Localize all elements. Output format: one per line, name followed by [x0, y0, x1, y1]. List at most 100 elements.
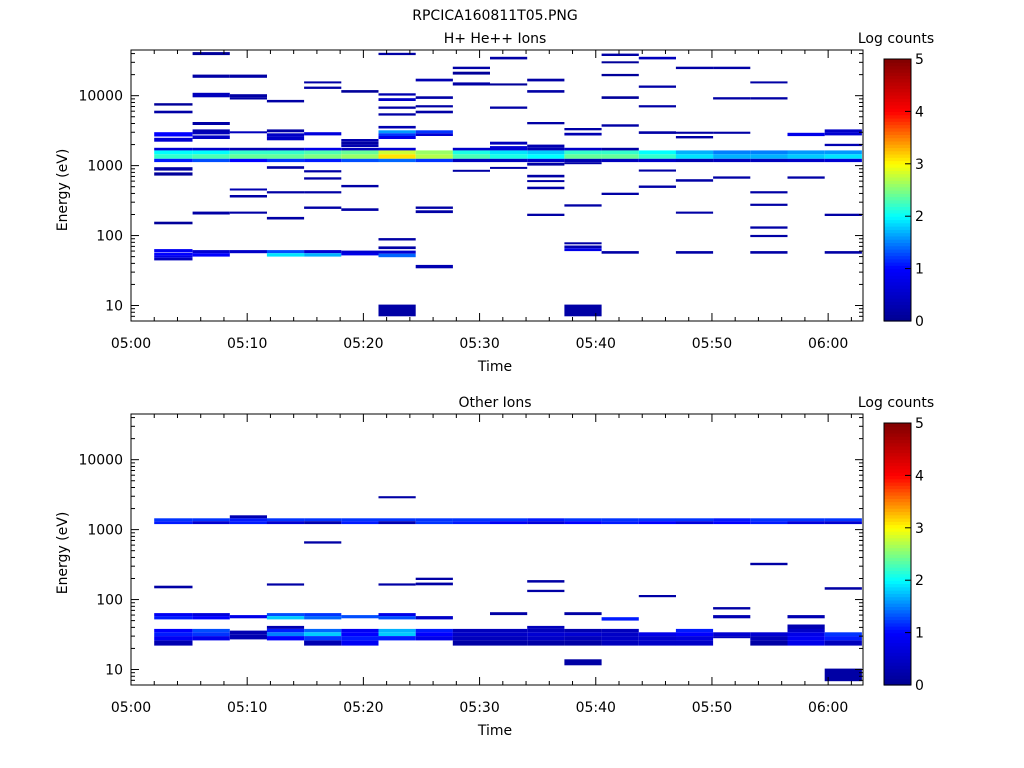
y-tick-label: 10 — [105, 298, 123, 314]
data-cell — [638, 640, 676, 646]
data-cell — [304, 158, 342, 163]
data-cell — [341, 139, 379, 142]
data-cell — [638, 131, 676, 134]
data-cell — [378, 158, 416, 163]
colorbar-swatch — [884, 59, 911, 63]
colorbar-swatch — [884, 216, 911, 221]
colorbar-swatch — [884, 606, 911, 611]
colorbar-swatch — [884, 531, 911, 535]
data-cell — [824, 129, 862, 133]
colorbar-swatch — [884, 160, 911, 165]
colorbar-swatch — [884, 426, 911, 431]
x-tick-label: 05:20 — [343, 336, 383, 352]
data-cell — [192, 92, 230, 98]
data-cell — [527, 518, 565, 522]
colorbar-swatch — [884, 655, 911, 660]
data-cell — [675, 211, 714, 214]
x-tick-label: 06:00 — [808, 700, 848, 716]
colorbar-swatch — [884, 459, 911, 463]
data-cell — [304, 170, 342, 173]
data-cell — [154, 150, 193, 155]
data-cell — [527, 78, 565, 82]
data-cell — [192, 150, 230, 155]
data-cell — [192, 135, 230, 139]
colorbar-swatch — [884, 140, 911, 145]
x-tick-label: 05:20 — [343, 700, 383, 716]
data-cell — [638, 595, 676, 598]
data-cell — [266, 628, 305, 633]
colorbar-label: Log counts — [858, 31, 934, 47]
x-tick-label: 05:50 — [692, 336, 732, 352]
colorbar-swatch — [884, 472, 911, 477]
colorbar-swatch — [884, 658, 911, 663]
data-cell — [675, 136, 714, 139]
data-cell — [378, 628, 416, 633]
colorbar-swatch — [884, 180, 911, 185]
colorbar-swatch — [884, 199, 911, 204]
data-cell — [750, 562, 788, 566]
data-cell — [154, 616, 193, 620]
data-cell — [490, 628, 528, 633]
data-cell — [675, 628, 714, 633]
data-cell — [750, 518, 788, 522]
colorbar-tick-label: 0 — [915, 314, 924, 330]
colorbar-swatch — [884, 131, 911, 135]
colorbar-swatch — [884, 235, 911, 240]
data-cell — [304, 154, 342, 159]
data-cell — [415, 518, 453, 522]
data-cell — [527, 174, 565, 178]
colorbar-swatch — [884, 573, 911, 578]
data-cell — [154, 632, 193, 637]
colorbar: 0 1 2 3 4 5 — [883, 52, 924, 330]
data-cell — [415, 150, 453, 155]
data-cell — [378, 136, 416, 139]
colorbar-swatch — [884, 104, 911, 109]
data-cell — [750, 251, 788, 254]
y-axis-label: Energy (eV) — [55, 512, 71, 595]
data-cell — [490, 632, 528, 637]
data-cell — [564, 632, 602, 637]
data-cell — [154, 167, 193, 171]
data-cell — [341, 158, 379, 163]
colorbar-swatch — [884, 85, 911, 90]
data-cell — [564, 612, 602, 616]
plot-frame — [130, 49, 864, 322]
data-cell — [378, 250, 416, 254]
colorbar-swatch — [884, 662, 911, 666]
data-cell — [154, 103, 193, 106]
colorbar-swatch — [884, 498, 911, 503]
colorbar-swatch — [884, 429, 911, 434]
colorbar-swatch — [884, 537, 911, 542]
data-cell — [304, 81, 342, 84]
data-cell — [750, 81, 788, 84]
colorbar-swatch — [884, 609, 911, 614]
data-cell — [601, 617, 639, 621]
data-cell — [824, 213, 862, 216]
data-cell — [638, 85, 676, 88]
data-cell — [415, 577, 453, 580]
colorbar-swatch — [884, 491, 911, 496]
data-cell — [378, 150, 416, 155]
data-cell — [564, 521, 602, 525]
data-cell — [229, 150, 267, 155]
colorbar-swatch — [884, 495, 911, 499]
colorbar-swatch — [884, 508, 911, 513]
data-cell — [378, 98, 416, 101]
data-cell — [378, 52, 416, 56]
colorbar-swatch — [884, 193, 911, 198]
data-cell — [638, 169, 676, 172]
data-cell — [229, 188, 267, 191]
colorbar-swatch — [884, 514, 911, 519]
colorbar-swatch — [884, 504, 911, 509]
data-cell — [564, 628, 602, 633]
data-cell — [192, 521, 230, 525]
data-cell — [787, 176, 825, 179]
data-cell — [750, 234, 788, 238]
colorbar-swatch — [884, 127, 911, 132]
colorbar-swatch — [884, 524, 911, 529]
colorbar-swatch — [884, 183, 911, 188]
y-tick-label: 100 — [96, 593, 123, 609]
data-cell — [564, 245, 602, 249]
data-cell — [601, 158, 639, 163]
colorbar-label: Log counts — [858, 395, 934, 411]
